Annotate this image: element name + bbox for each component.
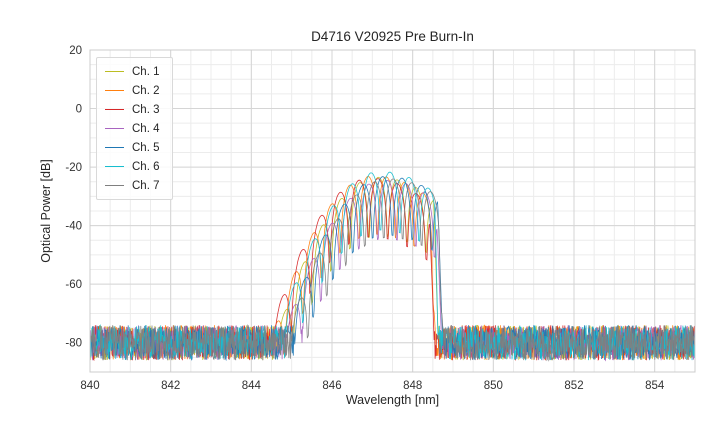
x-tick-label: 846 (322, 380, 341, 392)
legend: Ch. 1 Ch. 2 Ch. 3 Ch. 4 Ch. 5 Ch. 6 Ch. 7 (96, 57, 173, 200)
legend-item: Ch. 4 (105, 121, 160, 136)
x-tick-label: 844 (242, 380, 262, 392)
x-tick-label: 854 (645, 380, 665, 392)
y-tick-label: 0 (76, 104, 82, 116)
x-tick-label: 842 (161, 380, 180, 392)
chart-title: D4716 V20925 Pre Burn-In (311, 29, 474, 44)
legend-label: Ch. 1 (132, 65, 160, 78)
legend-swatch (105, 128, 124, 129)
x-tick-label: 840 (80, 380, 99, 392)
y-tick-label: -40 (65, 221, 82, 233)
legend-swatch (105, 109, 124, 110)
series-line-ch-7 (90, 178, 695, 362)
legend-label: Ch. 2 (132, 84, 160, 97)
legend-label: Ch. 3 (132, 103, 160, 116)
series-line-ch-2 (90, 176, 695, 361)
y-axis-label: Optical Power [dB] (39, 159, 53, 263)
legend-item: Ch. 3 (105, 102, 160, 117)
y-tick-label: -20 (65, 162, 82, 174)
x-tick-label: 850 (484, 380, 503, 392)
legend-item: Ch. 1 (105, 64, 160, 79)
legend-swatch (105, 166, 124, 167)
legend-swatch (105, 71, 124, 72)
x-tick-label: 852 (564, 380, 583, 392)
axes-border (89, 49, 696, 373)
y-tick-label: -80 (65, 338, 82, 350)
legend-label: Ch. 6 (132, 160, 160, 173)
legend-label: Ch. 5 (132, 141, 160, 154)
legend-item: Ch. 5 (105, 140, 160, 155)
x-tick-label: 848 (403, 380, 422, 392)
legend-item: Ch. 6 (105, 159, 160, 174)
y-tick-label: -60 (65, 279, 82, 291)
legend-swatch (105, 147, 124, 148)
legend-item: Ch. 2 (105, 83, 160, 98)
x-axis-label: Wavelength [nm] (345, 393, 440, 407)
legend-swatch (105, 90, 124, 91)
y-tick-label: 20 (69, 45, 82, 57)
legend-label: Ch. 7 (132, 179, 160, 192)
legend-label: Ch. 4 (132, 122, 160, 135)
legend-swatch (105, 185, 124, 186)
legend-item: Ch. 7 (105, 178, 160, 193)
